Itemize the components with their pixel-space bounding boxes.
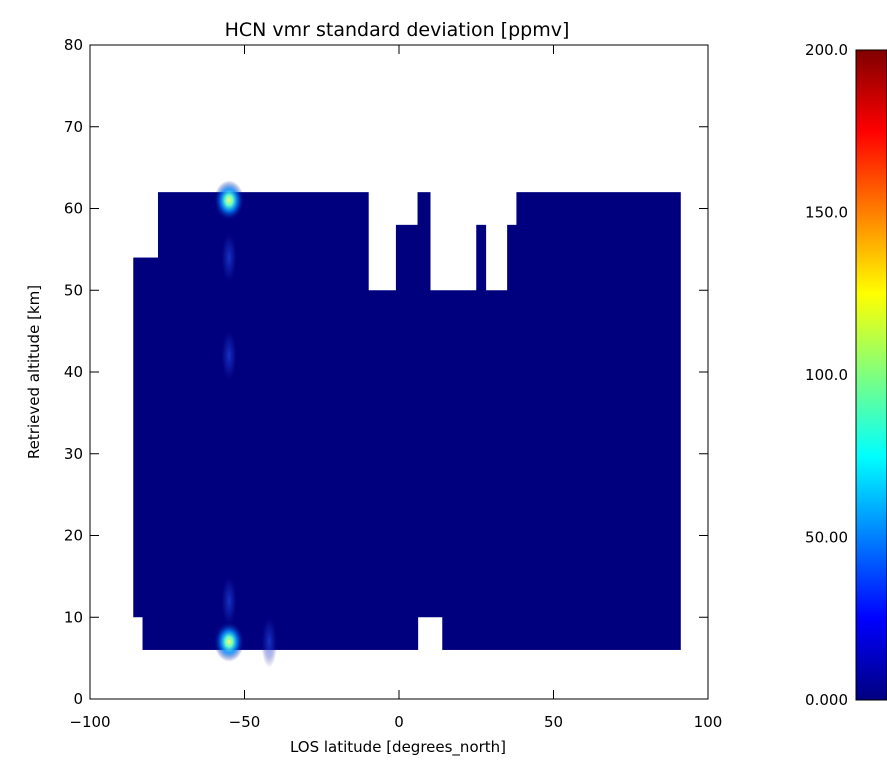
y-tick-label: 50: [64, 281, 83, 299]
x-tick-label: 0: [394, 713, 404, 731]
y-tick-label: 0: [73, 690, 83, 708]
y-tick-label: 70: [64, 118, 83, 136]
x-tick-label: 100: [694, 713, 723, 731]
heatmap-column-10: [485, 290, 508, 650]
hotspot-0: [214, 621, 245, 662]
y-axis-label: Retrieved altitude [km]: [25, 285, 43, 459]
heatmap-column-11: [507, 224, 518, 650]
heatmap-column-2: [157, 192, 369, 650]
heatmap-column-7: [442, 290, 468, 650]
x-axis-ticks: −100 −50 0 50 100: [69, 45, 722, 731]
colorbar: [855, 49, 887, 701]
heatmap-hotspots: [214, 180, 278, 668]
y-tick-label: 20: [64, 527, 83, 545]
y-axis-ticks: 0 10 20 30 40 50 60 70 80: [64, 36, 708, 708]
chart-title: HCN vmr standard deviation [ppmv]: [225, 19, 570, 41]
heatmap-column-3: [368, 290, 397, 650]
colorbar-tick-label: 50.00: [805, 529, 848, 547]
hotspot-3: [221, 574, 238, 627]
colorbar-tick-label: 0.000: [805, 691, 848, 709]
hotspot-1: [214, 180, 245, 221]
heatmap-column-9: [476, 224, 487, 650]
hotspot-4: [221, 329, 238, 382]
x-tick-label: −50: [229, 713, 261, 731]
y-tick-label: 10: [64, 608, 83, 626]
x-tick-label: −100: [69, 713, 110, 731]
y-tick-label: 30: [64, 445, 83, 463]
heatmap-column-4: [395, 224, 419, 650]
colorbar-tick-label: 200.0: [805, 41, 848, 59]
heatmap-column-12: [516, 192, 681, 650]
x-tick-label: 50: [544, 713, 563, 731]
heatmap-column-6: [429, 290, 443, 618]
colorbar-ticks: 0.000 50.00 100.0 150.0 200.0: [805, 41, 848, 709]
x-axis-label: LOS latitude [degrees_north]: [290, 738, 506, 757]
colorbar-tick-label: 100.0: [805, 366, 848, 384]
y-tick-label: 80: [64, 36, 83, 54]
heatmap-cells: [133, 192, 681, 650]
heatmap-column-5: [417, 192, 431, 618]
hotspot-5: [261, 615, 278, 668]
colorbar-tick-label: 150.0: [805, 204, 848, 222]
heatmap-column-1: [142, 257, 159, 650]
heatmap-column-8: [466, 290, 477, 650]
y-tick-label: 60: [64, 200, 83, 218]
y-tick-label: 40: [64, 363, 83, 381]
heatmap-column-0: [133, 257, 144, 618]
hotspot-2: [221, 231, 238, 284]
